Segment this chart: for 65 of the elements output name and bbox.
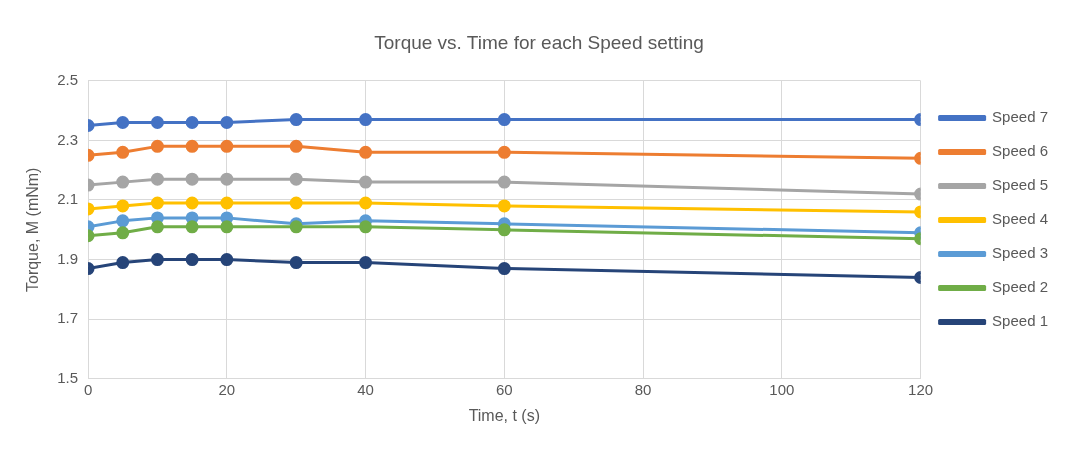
legend-label: Speed 5 xyxy=(992,176,1049,194)
point xyxy=(116,214,130,228)
x-tick-label: 40 xyxy=(357,380,374,398)
point xyxy=(359,256,373,270)
x-axis-title: Time, t (s) xyxy=(468,406,541,424)
x-tick-label: 80 xyxy=(634,380,652,398)
point xyxy=(359,145,373,159)
point xyxy=(289,256,303,270)
chart-title: Torque vs. Time for each Speed setting xyxy=(374,31,704,53)
point xyxy=(359,175,373,189)
legend-label: Speed 1 xyxy=(992,312,1049,330)
y-tick-label: 2.3 xyxy=(57,130,79,148)
point xyxy=(150,139,164,153)
x-tick-label: 100 xyxy=(769,380,795,398)
x-tick-label: 120 xyxy=(908,380,934,398)
point xyxy=(497,262,511,276)
legend-label: Speed 4 xyxy=(992,210,1049,228)
point xyxy=(185,172,199,186)
point xyxy=(497,223,511,237)
point xyxy=(116,199,130,213)
point xyxy=(220,116,234,130)
point xyxy=(185,253,199,267)
point xyxy=(116,116,130,130)
point xyxy=(289,172,303,186)
legend-label: Speed 7 xyxy=(992,108,1049,126)
point xyxy=(497,175,511,189)
point xyxy=(359,220,373,234)
point xyxy=(220,220,234,234)
point xyxy=(185,196,199,210)
x-tick-label: 0 xyxy=(83,380,93,398)
point xyxy=(150,220,164,234)
point xyxy=(497,113,511,127)
point xyxy=(150,196,164,210)
point xyxy=(185,139,199,153)
point xyxy=(185,116,199,130)
point xyxy=(359,196,373,210)
x-tick-label: 20 xyxy=(218,380,236,398)
point xyxy=(220,172,234,186)
y-tick-label: 1.7 xyxy=(57,309,79,327)
y-tick-label: 1.5 xyxy=(57,368,79,386)
point xyxy=(116,175,130,189)
point xyxy=(220,139,234,153)
point xyxy=(289,196,303,210)
point xyxy=(359,113,373,127)
point xyxy=(150,253,164,267)
point xyxy=(150,172,164,186)
point xyxy=(116,256,130,270)
point xyxy=(497,145,511,159)
y-tick-label: 1.9 xyxy=(57,249,79,267)
point xyxy=(185,220,199,234)
point xyxy=(220,253,234,267)
y-tick-label: 2.5 xyxy=(57,70,79,88)
point xyxy=(220,196,234,210)
point xyxy=(497,199,511,213)
legend-label: Speed 2 xyxy=(992,278,1049,296)
point xyxy=(289,139,303,153)
point xyxy=(116,145,130,159)
legend-label: Speed 3 xyxy=(992,244,1049,262)
x-tick-label: 60 xyxy=(495,380,513,398)
legend-label: Speed 6 xyxy=(992,142,1049,160)
point xyxy=(289,113,303,127)
y-tick-label: 2.1 xyxy=(57,190,79,208)
point xyxy=(150,116,164,130)
point xyxy=(116,226,130,240)
y-axis-title: Torque, M (mNm) xyxy=(24,167,42,293)
